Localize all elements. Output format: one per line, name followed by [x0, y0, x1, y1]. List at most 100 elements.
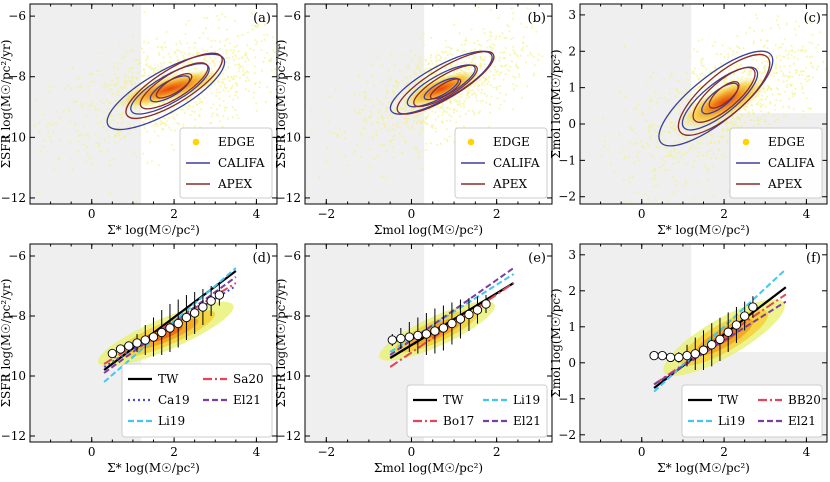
edge-point [462, 106, 465, 109]
edge-point [735, 66, 738, 69]
edge-point [709, 133, 713, 137]
edge-point [172, 116, 175, 119]
edge-point [502, 51, 505, 54]
edge-point [795, 20, 798, 23]
edge-point [82, 124, 85, 127]
edge-point [359, 155, 362, 159]
edge-point [389, 76, 392, 79]
edge-point [146, 130, 149, 133]
edge-point [33, 124, 36, 127]
edge-point [718, 141, 721, 144]
edge-point [783, 64, 786, 68]
edge-point [98, 142, 101, 145]
edge-point [772, 115, 775, 118]
edge-point [445, 50, 448, 54]
edge-point [790, 44, 793, 48]
edge-point [669, 131, 672, 134]
edge-point [66, 84, 70, 87]
edge-point [417, 113, 420, 117]
edge-point [489, 103, 492, 106]
edge-point [643, 146, 646, 150]
edge-point [765, 95, 769, 98]
edge-point [774, 67, 778, 70]
edge-point [126, 111, 129, 114]
edge-point [156, 69, 159, 72]
edge-point [684, 97, 687, 100]
edge-point [213, 62, 216, 65]
edge-point [681, 134, 684, 137]
edge-point [808, 56, 811, 59]
edge-point [241, 33, 244, 37]
edge-point [209, 56, 212, 59]
edge-point [143, 126, 146, 129]
edge-point [453, 108, 456, 111]
binned-point [665, 352, 676, 363]
edge-point [617, 133, 621, 136]
edge-point [729, 66, 732, 70]
edge-point [119, 86, 122, 89]
edge-point [673, 147, 676, 150]
edge-point [178, 49, 181, 53]
edge-point [184, 23, 188, 26]
edge-point [162, 128, 165, 131]
edge-point [790, 50, 794, 53]
edge-point [477, 6, 480, 9]
edge-point [655, 134, 658, 137]
edge-point [369, 114, 373, 117]
edge-point [434, 127, 437, 130]
edge-point [707, 132, 710, 135]
edge-point [62, 110, 65, 113]
edge-point [434, 111, 437, 114]
edge-point [236, 83, 239, 86]
edge-point [369, 164, 372, 167]
edge-point [441, 121, 444, 124]
edge-point [235, 113, 239, 117]
edge-point [109, 101, 112, 104]
edge-point [300, 60, 302, 62]
edge-point [237, 35, 240, 38]
edge-point [253, 65, 256, 68]
edge-point [367, 166, 370, 170]
edge-point [750, 104, 754, 107]
edge-point [479, 63, 482, 66]
edge-point [492, 86, 495, 89]
edge-point [237, 50, 240, 53]
edge-point [786, 83, 789, 86]
edge-point [69, 141, 72, 144]
edge-point [128, 122, 131, 125]
edge-point [479, 67, 482, 70]
edge-point [805, 97, 809, 100]
edge-point [199, 98, 202, 101]
edge-point [474, 93, 477, 96]
edge-point [181, 108, 184, 111]
edge-point [487, 80, 490, 83]
edge-point [690, 146, 693, 149]
edge-point [393, 63, 396, 66]
edge-point [139, 108, 142, 111]
edge-point [458, 115, 461, 118]
edge-point [250, 12, 253, 15]
edge-point [431, 126, 434, 129]
edge-point [477, 83, 481, 87]
edge-point [440, 105, 443, 108]
edge-point [114, 99, 117, 102]
edge-point [296, 31, 298, 33]
edge-point [654, 91, 657, 94]
edge-point [803, 115, 806, 118]
edge-point [84, 101, 87, 105]
edge-point [801, 85, 804, 88]
edge-point [247, 90, 250, 93]
edge-point [686, 72, 689, 75]
edge-point [460, 61, 463, 64]
binned-point [413, 330, 423, 341]
binned-point [438, 323, 449, 333]
edge-point [392, 138, 395, 141]
edge-point [91, 162, 94, 165]
edge-point [710, 141, 713, 144]
edge-point [672, 124, 675, 127]
edge-point [704, 136, 707, 139]
edge-point [779, 59, 782, 62]
edge-point [385, 176, 388, 179]
edge-point [120, 122, 123, 125]
